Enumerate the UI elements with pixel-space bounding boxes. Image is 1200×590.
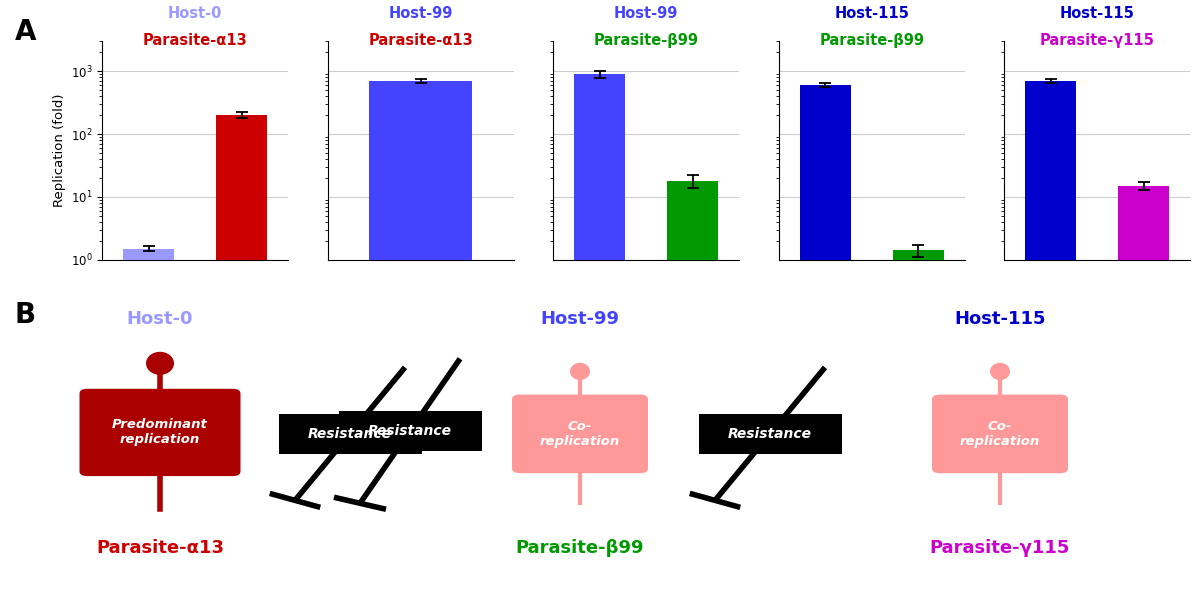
Text: B: B	[14, 301, 36, 329]
Text: Host-115: Host-115	[834, 6, 910, 21]
Text: Resistance: Resistance	[728, 427, 812, 441]
Bar	[122, 248, 174, 590]
Text: Parasite-α13: Parasite-α13	[143, 34, 247, 48]
Bar	[574, 74, 625, 590]
Text: Host-0: Host-0	[127, 310, 193, 329]
Text: Host-99: Host-99	[614, 6, 678, 21]
Text: A: A	[14, 18, 36, 45]
Y-axis label: Replication (fold): Replication (fold)	[54, 94, 66, 207]
Text: Parasite-γ115: Parasite-γ115	[930, 539, 1070, 558]
Text: Resistance: Resistance	[308, 427, 392, 441]
Text: Host-115: Host-115	[1060, 6, 1135, 21]
FancyBboxPatch shape	[278, 414, 421, 454]
FancyBboxPatch shape	[512, 395, 648, 473]
Ellipse shape	[146, 352, 174, 375]
Text: Predominant
replication: Predominant replication	[112, 418, 208, 447]
Bar	[216, 115, 268, 590]
Text: Parasite-β99: Parasite-β99	[820, 34, 924, 48]
Text: Host-99: Host-99	[540, 310, 619, 329]
Ellipse shape	[570, 363, 590, 380]
Text: Resistance: Resistance	[368, 424, 452, 438]
Bar	[893, 250, 944, 590]
Bar	[667, 181, 719, 590]
Text: Host-115: Host-115	[954, 310, 1045, 329]
Bar	[799, 85, 851, 590]
Text: Parasite-β99: Parasite-β99	[594, 34, 698, 48]
Text: Parasite-γ115: Parasite-γ115	[1040, 34, 1154, 48]
Text: Parasite-α13: Parasite-α13	[368, 34, 473, 48]
Text: Parasite-β99: Parasite-β99	[516, 539, 644, 558]
FancyBboxPatch shape	[79, 389, 240, 476]
Text: Host-99: Host-99	[389, 6, 452, 21]
Bar	[1025, 81, 1076, 590]
Bar	[370, 81, 472, 590]
FancyBboxPatch shape	[698, 414, 841, 454]
Text: Co-
replication: Co- replication	[960, 420, 1040, 448]
Ellipse shape	[990, 363, 1010, 380]
FancyBboxPatch shape	[932, 395, 1068, 473]
Text: Co-
replication: Co- replication	[540, 420, 620, 448]
Text: Parasite-α13: Parasite-α13	[96, 539, 224, 558]
Text: Host-0: Host-0	[168, 6, 222, 21]
Bar	[1118, 186, 1170, 590]
FancyBboxPatch shape	[338, 411, 481, 451]
